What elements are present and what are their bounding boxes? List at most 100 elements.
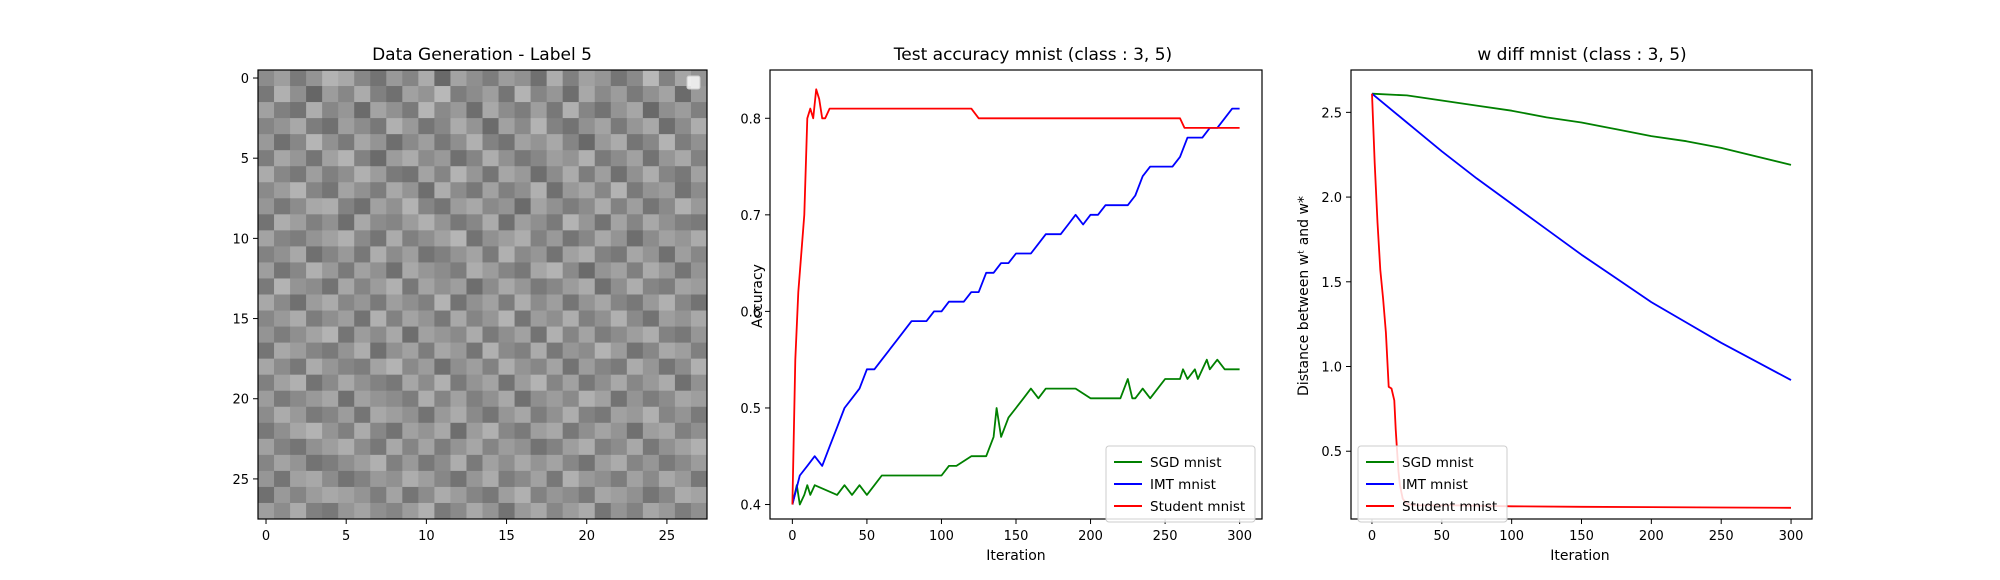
heatmap-cell [322, 310, 339, 328]
heatmap-cell [258, 278, 275, 295]
heatmap-cell [578, 182, 596, 199]
heatmap-cell [322, 454, 339, 472]
heatmap-cell [354, 70, 371, 87]
heatmap-cell [386, 358, 403, 376]
heatmap-cell [514, 70, 532, 87]
heatmap-cell [674, 294, 692, 312]
heatmap-cell [370, 390, 387, 408]
heatmap-cell [450, 470, 467, 488]
heatmap-cell [642, 166, 660, 183]
heatmap-cell [338, 262, 355, 279]
x-tick-label: 15 [498, 529, 515, 544]
heatmap-cell [306, 246, 323, 263]
heatmap-cell [514, 470, 532, 488]
heatmap-cell [578, 262, 596, 279]
heatmap-cell [690, 182, 708, 199]
heatmap-cell [546, 134, 564, 151]
heatmap-cell [466, 422, 483, 440]
heatmap-cell [450, 310, 467, 328]
heatmap-cell [626, 310, 644, 328]
heatmap-cell [514, 150, 532, 167]
y-tick-label: 1.0 [1321, 361, 1342, 376]
heatmap-cell [386, 486, 403, 504]
heatmap-cell [482, 134, 500, 151]
heatmap-cell [610, 374, 628, 392]
heatmap-cell [322, 102, 339, 119]
heatmap-cell [290, 86, 307, 103]
heatmap-x-ticks: 0 5 10 15 20 25 [262, 519, 675, 544]
heatmap-cell [674, 502, 692, 520]
heatmap-cell [546, 102, 564, 119]
heatmap-cell [306, 310, 323, 328]
heatmap-cell [610, 358, 628, 376]
heatmap-cell [450, 182, 467, 199]
heatmap-cell [306, 102, 323, 119]
heatmap-cell [498, 438, 516, 456]
heatmap-cell [338, 342, 355, 360]
heatmap-cell [514, 406, 532, 424]
heatmap-cells [258, 70, 708, 520]
heatmap-cell [626, 70, 644, 87]
heatmap-cell [306, 294, 323, 312]
heatmap-cell [514, 502, 532, 520]
x-tick-label: 300 [1227, 529, 1252, 544]
heatmap-cell [466, 326, 483, 344]
y-tick-label: 0.5 [740, 402, 761, 417]
heatmap-cell [562, 134, 580, 151]
heatmap-cell [450, 374, 467, 392]
heatmap-cell [450, 422, 467, 440]
heatmap-cell [514, 358, 532, 376]
heatmap-cell [642, 118, 660, 135]
heatmap-cell [594, 454, 612, 472]
wdiff-x-ticks: 0 50 100 150 200 250 300 [1368, 519, 1803, 544]
y-tick-label: 2.0 [1321, 191, 1342, 206]
heatmap-cell [386, 214, 403, 231]
heatmap-cell [290, 374, 307, 392]
accuracy-y-ticks: 0.4 0.5 0.6 0.7 0.8 [740, 112, 770, 514]
heatmap-cell [402, 150, 419, 167]
heatmap-cell [594, 374, 612, 392]
heatmap-cell [258, 246, 275, 263]
heatmap-cell [370, 358, 387, 376]
heatmap-cell [338, 150, 355, 167]
heatmap-cell [658, 310, 676, 328]
heatmap-cell [690, 262, 708, 279]
heatmap-cell [290, 454, 307, 472]
heatmap-cell [690, 294, 708, 312]
heatmap-cell [578, 438, 596, 456]
heatmap-cell [642, 438, 660, 456]
heatmap-cell [610, 278, 628, 295]
heatmap-cell [482, 374, 500, 392]
heatmap-cell [338, 214, 355, 231]
heatmap-cell [434, 118, 451, 135]
heatmap-cell [530, 70, 548, 87]
heatmap-cell [578, 422, 596, 440]
heatmap-cell [434, 502, 451, 520]
heatmap-cell [354, 390, 371, 408]
heatmap-cell [562, 86, 580, 103]
heatmap-cell [578, 150, 596, 167]
heatmap-cell [578, 246, 596, 263]
heatmap-cell [562, 470, 580, 488]
heatmap-cell [354, 326, 371, 344]
heatmap-cell [626, 374, 644, 392]
heatmap-cell [626, 102, 644, 119]
heatmap-cell [258, 342, 275, 360]
heatmap-cell [306, 150, 323, 167]
heatmap-cell [386, 390, 403, 408]
heatmap-cell [498, 214, 516, 231]
heatmap-cell [434, 390, 451, 408]
heatmap-cell [610, 150, 628, 167]
heatmap-cell [498, 294, 516, 312]
heatmap-cell [466, 70, 483, 87]
heatmap-cell [386, 70, 403, 87]
heatmap-cell [482, 70, 500, 87]
heatmap-cell [418, 406, 435, 424]
heatmap-cell [610, 262, 628, 279]
heatmap-cell [674, 230, 692, 247]
heatmap-cell [370, 70, 387, 87]
heatmap-cell [530, 246, 548, 263]
heatmap-cell [610, 342, 628, 360]
heatmap-cell [546, 502, 564, 520]
series-line-sgd-mnist [791, 358, 1240, 506]
